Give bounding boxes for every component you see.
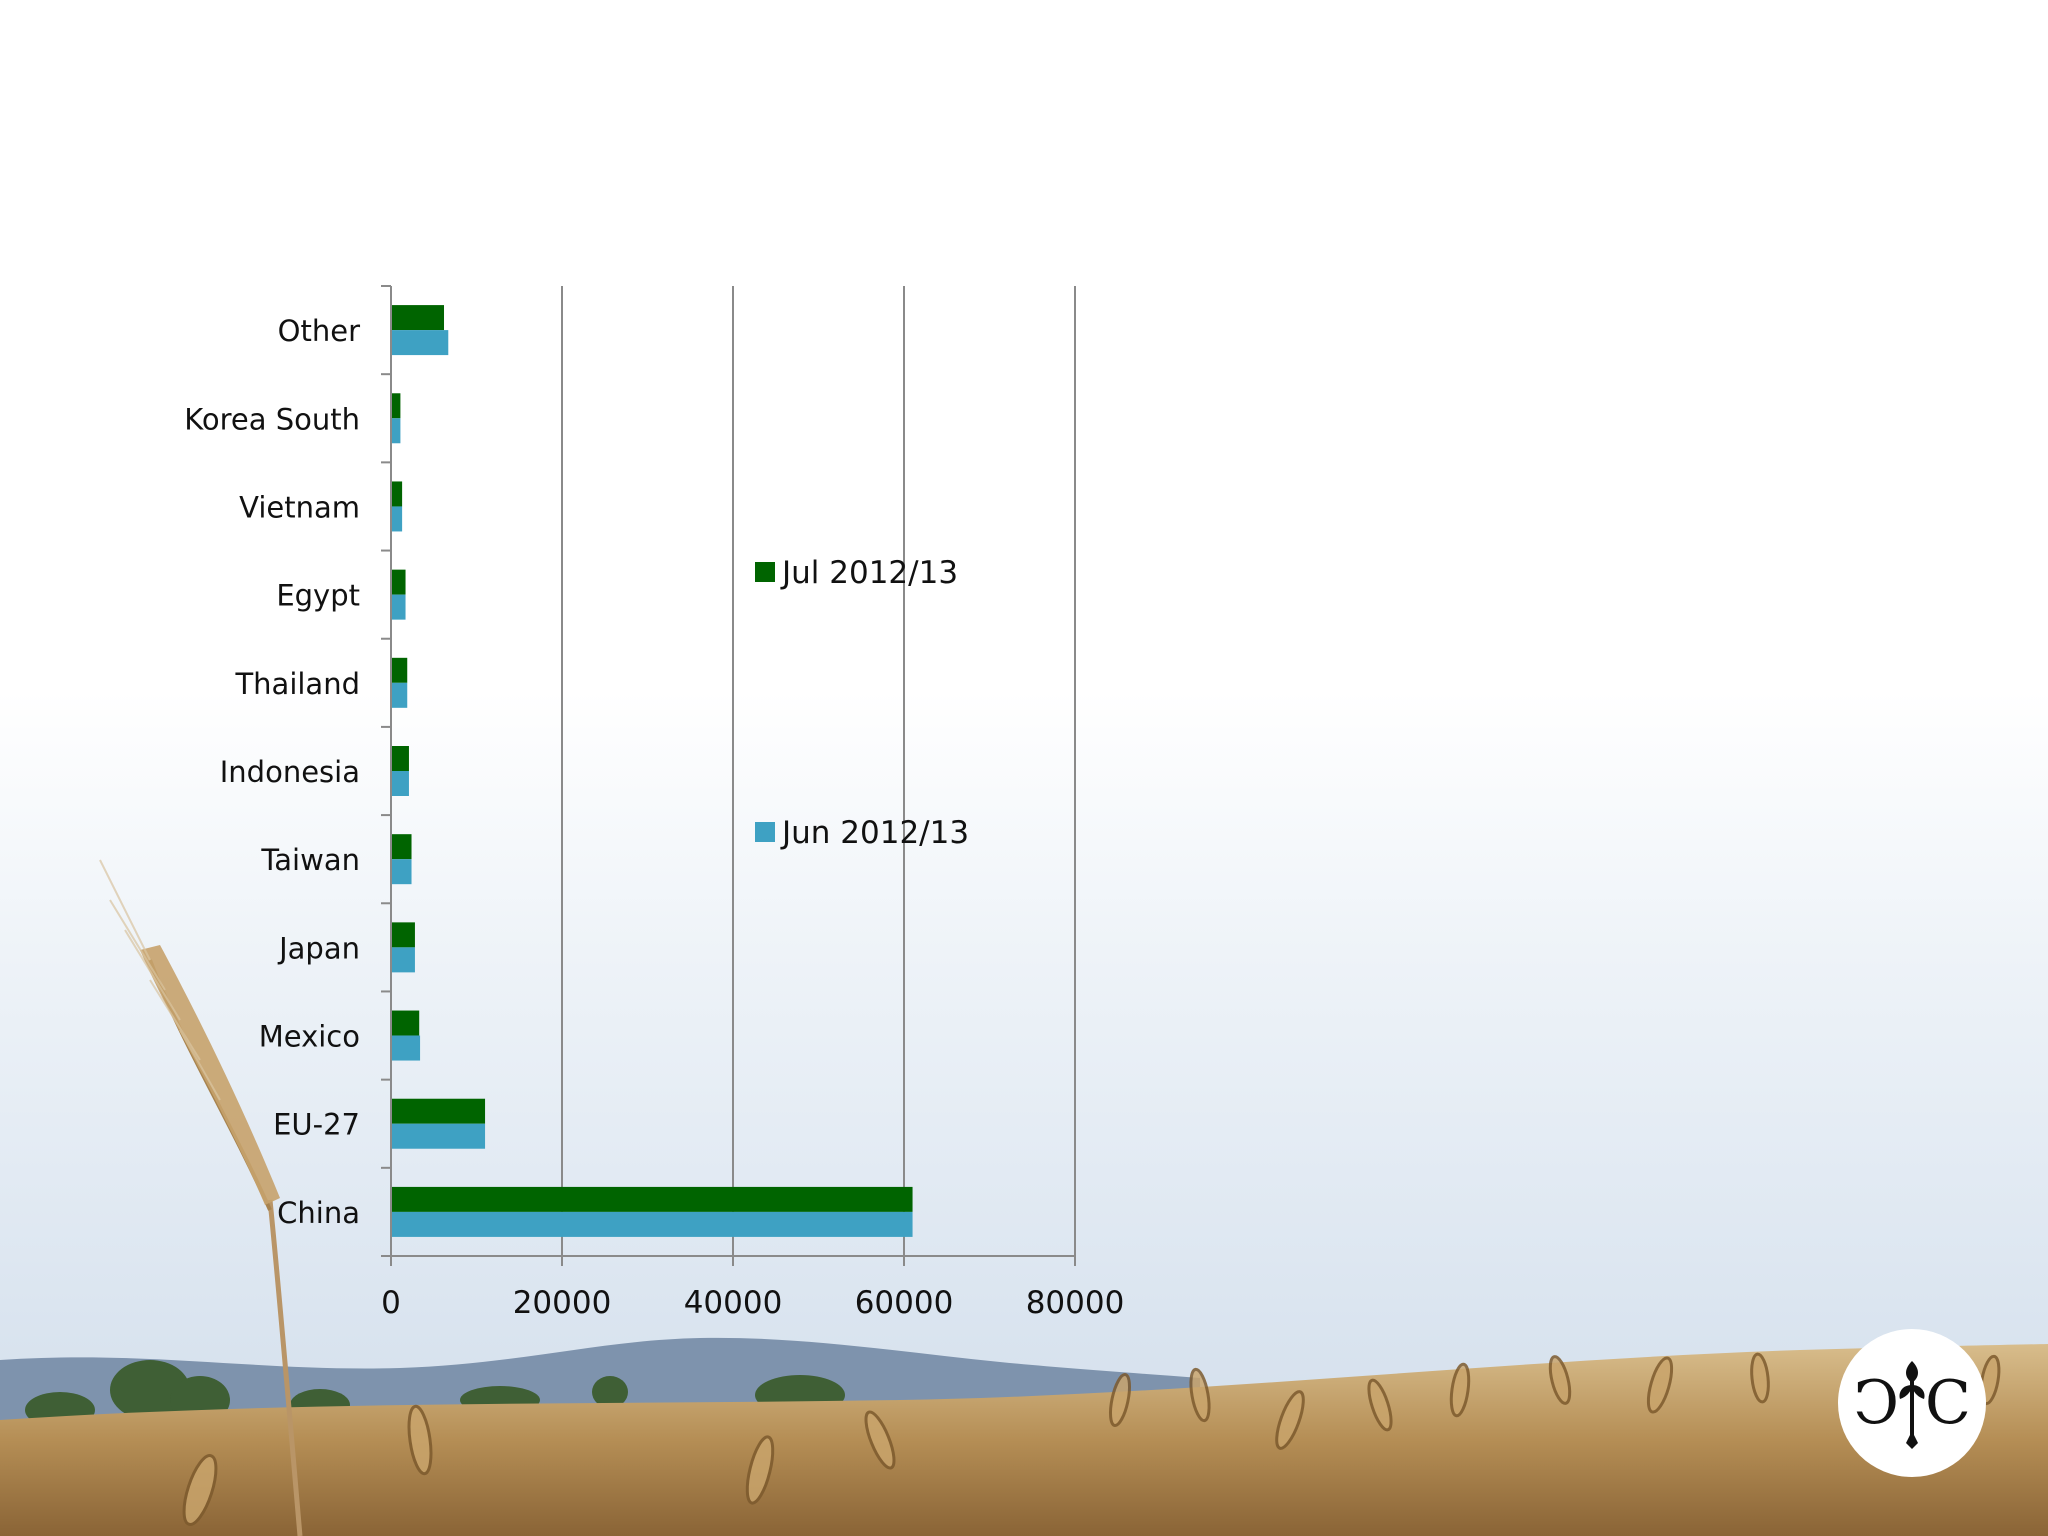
bar-korea-south-series-2 xyxy=(392,418,401,444)
bar-thailand-series-1 xyxy=(392,657,408,683)
category-label: Taiwan xyxy=(260,843,360,877)
legend-label: Jun 2012/13 xyxy=(780,815,969,851)
legend-swatch xyxy=(755,562,775,582)
bar-japan-series-1 xyxy=(392,922,415,948)
legend: Jul 2012/13 Jun 2012/13 xyxy=(755,555,969,851)
bar-taiwan-series-2 xyxy=(392,859,412,885)
x-tick-label: 20000 xyxy=(513,1285,612,1321)
axes xyxy=(381,285,1076,1266)
bars xyxy=(392,305,913,1237)
bar-china-series-2 xyxy=(392,1211,913,1237)
bar-eu-27-series-2 xyxy=(392,1123,486,1149)
svg-text:C: C xyxy=(1853,1368,1899,1438)
bar-japan-series-2 xyxy=(392,947,415,973)
bar-mexico-series-2 xyxy=(392,1035,421,1061)
wheat-ears xyxy=(182,1352,2001,1526)
bar-mexico-series-1 xyxy=(392,1010,420,1036)
category-label: Japan xyxy=(277,931,360,965)
bar-other-series-1 xyxy=(392,305,445,331)
svg-text:C: C xyxy=(1925,1368,1971,1438)
bar-taiwan-series-1 xyxy=(392,834,412,860)
category-label: Thailand xyxy=(234,667,360,701)
category-labels: China EU-27 Mexico Japan Taiwan Indonesia Thai… xyxy=(184,314,360,1230)
bar-vietnam-series-1 xyxy=(392,481,403,507)
category-label: Korea South xyxy=(184,402,360,436)
legend-label: Jul 2012/13 xyxy=(780,555,958,591)
bar-other-series-2 xyxy=(392,330,449,356)
foreground-wheat-stalk xyxy=(99,859,303,1536)
category-label: Indonesia xyxy=(220,755,360,789)
category-label: Egypt xyxy=(276,579,360,613)
bar-egypt-series-1 xyxy=(392,569,406,595)
gridlines xyxy=(561,286,1076,1256)
x-tick-label: 40000 xyxy=(684,1285,783,1321)
x-tick-label: 80000 xyxy=(1026,1285,1125,1321)
category-label: Vietnam xyxy=(239,490,360,524)
category-label: China xyxy=(277,1196,360,1230)
bar-thailand-series-2 xyxy=(392,682,408,708)
bar-indonesia-series-1 xyxy=(392,746,409,771)
bar-eu-27-series-1 xyxy=(392,1098,486,1124)
bar-china-series-1 xyxy=(392,1186,913,1212)
x-tick-label: 0 xyxy=(381,1285,401,1321)
category-label: Other xyxy=(278,314,360,348)
legend-swatch xyxy=(755,822,775,842)
category-label: EU-27 xyxy=(273,1108,360,1142)
x-tick-label: 60000 xyxy=(855,1285,954,1321)
category-label: Mexico xyxy=(259,1020,360,1054)
bar-korea-south-series-1 xyxy=(392,393,401,419)
bar-egypt-series-2 xyxy=(392,594,406,620)
bar-indonesia-series-2 xyxy=(392,771,409,796)
bar-vietnam-series-2 xyxy=(392,506,403,532)
monogram-logo-icon: C C xyxy=(1838,1329,1986,1477)
x-tick-labels: 0 20000 40000 60000 80000 xyxy=(381,1285,1124,1321)
wheat-field xyxy=(0,1344,2048,1536)
